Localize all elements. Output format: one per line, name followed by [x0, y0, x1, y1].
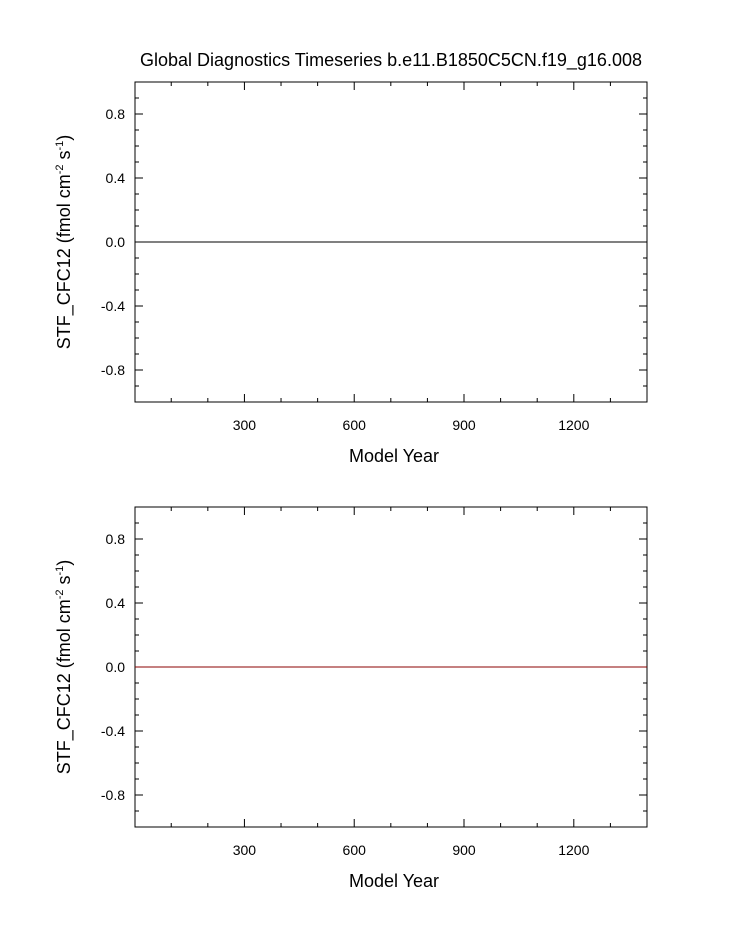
x-axis-label: Model Year — [349, 446, 439, 466]
x-tick-label: 600 — [343, 842, 367, 858]
x-tick-label: 900 — [452, 842, 476, 858]
x-tick-label: 1200 — [558, 417, 589, 433]
x-axis-label: Model Year — [349, 871, 439, 891]
figure-title: Global Diagnostics Timeseries b.e11.B185… — [140, 50, 642, 71]
y-axis-label-part: s — [54, 150, 74, 164]
panel-2: 0.8 0.4 0.0 -0.4 -0.8 300 600 900 1200 Model Year… — [54, 506, 648, 891]
y-tick-label: -0.4 — [101, 298, 125, 314]
panels: 0.8 0.4 0.0 -0.4 -0.8 300 600 900 1200 Model Year… — [54, 81, 648, 891]
y-axis-label-part: STF_CFC12 (fmol cm — [54, 599, 75, 774]
y-tick-label: 0.4 — [106, 595, 126, 611]
panel-1: 0.8 0.4 0.0 -0.4 -0.8 300 600 900 1200 Model Year… — [54, 81, 648, 466]
x-tick-label: 300 — [233, 842, 257, 858]
x-tick-label: 300 — [233, 417, 257, 433]
y-axis-label-part: STF_CFC12 (fmol cm — [54, 174, 75, 349]
y-axis-label-part: s — [54, 575, 74, 589]
y-axis-label-part: -2 — [54, 164, 66, 174]
y-tick-label: -0.8 — [101, 362, 125, 378]
x-tick-label: 900 — [452, 417, 476, 433]
y-axis-label-part: -1 — [54, 566, 66, 576]
y-tick-label: 0.8 — [106, 531, 126, 547]
y-tick-label: 0.4 — [106, 170, 126, 186]
y-axis-label-part: -2 — [54, 589, 66, 599]
y-tick-label: 0.0 — [106, 234, 126, 250]
y-axis-label: STF_CFC12 (fmol cm-2 s-1) — [54, 560, 75, 775]
y-axis-label-part: -1 — [54, 141, 66, 151]
y-tick-label: -0.4 — [101, 723, 125, 739]
y-tick-label: 0.8 — [106, 106, 126, 122]
y-axis-label-part: ) — [54, 135, 74, 141]
y-axis-label: STF_CFC12 (fmol cm-2 s-1) — [54, 135, 75, 350]
x-tick-label: 600 — [343, 417, 367, 433]
y-axis-label-part: ) — [54, 560, 74, 566]
y-tick-label: -0.8 — [101, 787, 125, 803]
y-tick-label: 0.0 — [106, 659, 126, 675]
x-tick-label: 1200 — [558, 842, 589, 858]
